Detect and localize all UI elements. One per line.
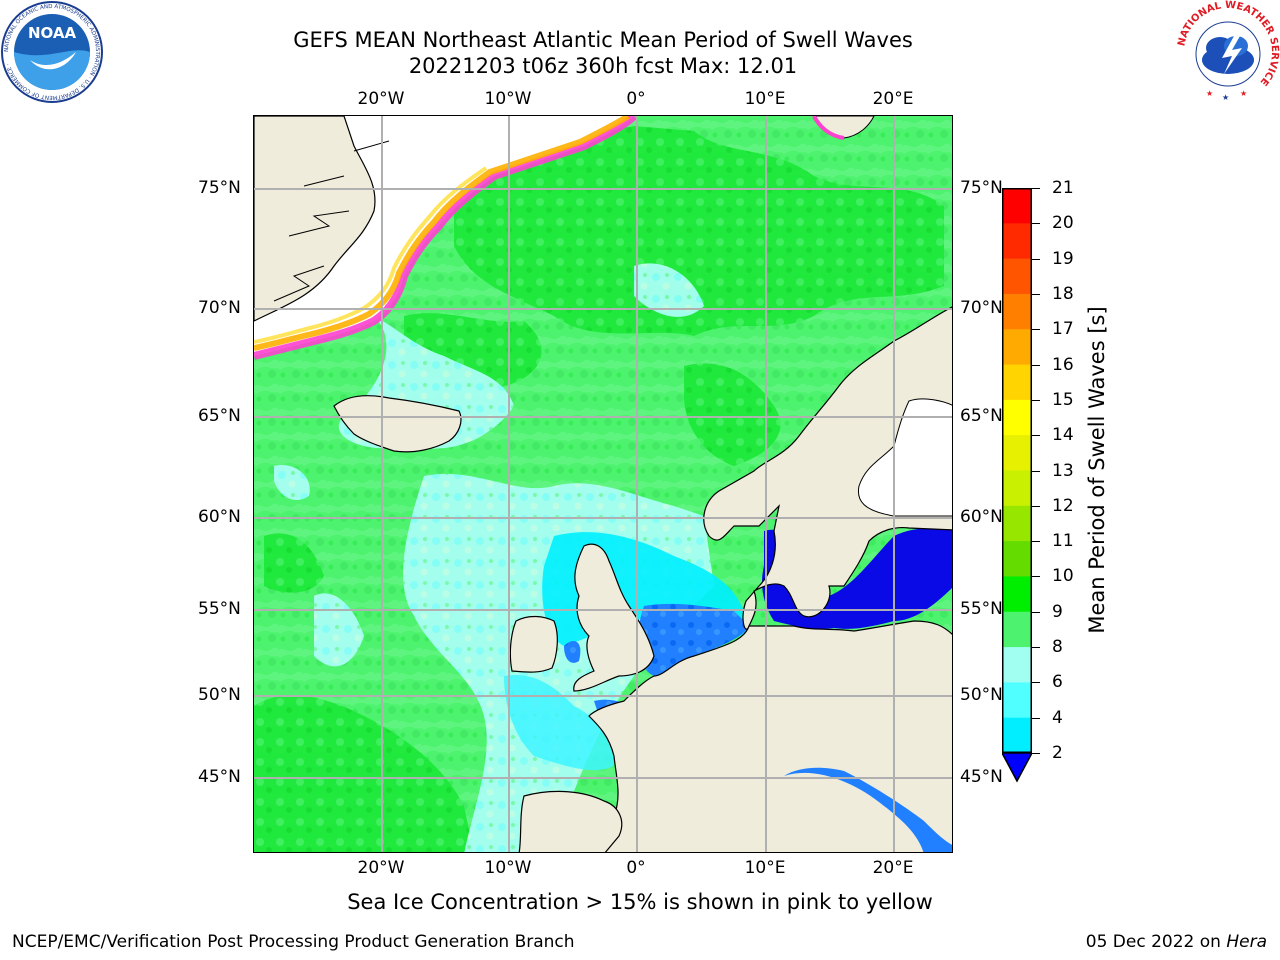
svg-text:★: ★ xyxy=(1240,89,1247,98)
colorbar-tick-label: 2 xyxy=(1052,743,1063,763)
lat-label-left: 50°N xyxy=(198,685,241,705)
lon-label-bottom: 0° xyxy=(626,858,646,878)
lon-label-top: 10°E xyxy=(744,89,786,109)
colorbar-tick-label: 20 xyxy=(1052,213,1074,234)
colorbar-cell xyxy=(1002,399,1032,436)
colorbar-tick xyxy=(1032,364,1040,366)
colorbar-tick-label: 13 xyxy=(1052,460,1074,481)
colorbar-cell xyxy=(1002,329,1032,366)
colorbar-tick xyxy=(1032,647,1040,649)
colorbar-tick xyxy=(1032,576,1040,578)
colorbar xyxy=(1002,188,1032,783)
lon-label-top: 10°W xyxy=(484,89,532,109)
colorbar-tick xyxy=(1032,188,1040,189)
colorbar-tick xyxy=(1032,505,1040,507)
colorbar-tick-label: 17 xyxy=(1052,319,1074,340)
lon-label-bottom: 20°E xyxy=(872,858,914,878)
sea-ice-note: Sea Ice Concentration > 15% is shown in … xyxy=(347,890,933,914)
lon-label-top: 20°W xyxy=(357,89,405,109)
lat-label-left: 70°N xyxy=(198,298,241,318)
colorbar-tick xyxy=(1032,258,1040,260)
svg-text:★: ★ xyxy=(1222,93,1229,102)
svg-text:NOAA: NOAA xyxy=(28,24,77,42)
colorbar-tick xyxy=(1032,541,1040,543)
colorbar-tick-label: 21 xyxy=(1052,178,1074,198)
colorbar-tick-label: 15 xyxy=(1052,389,1074,410)
colorbar-tick xyxy=(1032,611,1040,613)
colorbar-cell xyxy=(1002,611,1032,648)
colorbar-cell xyxy=(1002,505,1032,542)
chart-subtitle: 20221203 t06z 360h fcst Max: 12.01 xyxy=(408,54,798,78)
credit-text: NCEP/EMC/Verification Post Processing Pr… xyxy=(12,932,575,952)
colorbar-tick-label: 12 xyxy=(1052,495,1074,516)
lat-label-right: 70°N xyxy=(960,298,1003,318)
colorbar-cell xyxy=(1002,541,1032,577)
swell-period-map xyxy=(253,115,953,853)
colorbar-tick xyxy=(1032,682,1040,684)
colorbar-tick xyxy=(1032,329,1040,331)
lon-label-bottom: 10°E xyxy=(744,858,786,878)
colorbar-tick xyxy=(1032,717,1040,719)
colorbar-cell xyxy=(1002,223,1032,260)
date-text: 05 Dec 2022 on Hera xyxy=(1085,932,1267,952)
colorbar-tick-label: 11 xyxy=(1052,531,1074,552)
colorbar-tick-label: 18 xyxy=(1052,283,1074,304)
colorbar-cell xyxy=(1002,470,1032,507)
colorbar-tick xyxy=(1032,223,1040,225)
colorbar-cell xyxy=(1002,682,1032,719)
colorbar-cell xyxy=(1002,364,1032,401)
colorbar-tick-label: 14 xyxy=(1052,425,1074,446)
colorbar-tick xyxy=(1032,435,1040,437)
colorbar-tick xyxy=(1032,399,1040,401)
colorbar-cell xyxy=(1002,293,1032,330)
colorbar-tick xyxy=(1032,470,1040,472)
lat-label-right: 75°N xyxy=(960,178,1003,198)
lon-label-top: 20°E xyxy=(872,89,914,109)
svg-text:★: ★ xyxy=(1206,89,1213,98)
colorbar-extend-arrow xyxy=(1002,752,1032,783)
colorbar-cell xyxy=(1002,258,1032,295)
colorbar-tick-label: 19 xyxy=(1052,248,1074,269)
lon-label-bottom: 20°W xyxy=(357,858,405,878)
colorbar-cell xyxy=(1002,717,1032,754)
lat-label-right: 50°N xyxy=(960,685,1003,705)
lon-label-bottom: 10°W xyxy=(484,858,532,878)
colorbar-tick-label: 8 xyxy=(1052,637,1063,658)
lat-label-left: 65°N xyxy=(198,406,241,426)
lat-label-right: 45°N xyxy=(960,767,1003,787)
lat-label-right: 65°N xyxy=(960,406,1003,426)
lon-label-top: 0° xyxy=(626,89,646,109)
machine-name: Hera xyxy=(1226,932,1267,952)
lat-label-right: 55°N xyxy=(960,599,1003,619)
colorbar-cell xyxy=(1002,647,1032,683)
colorbar-tick-label: 16 xyxy=(1052,354,1074,375)
colorbar-tick-label: 4 xyxy=(1052,707,1063,728)
colorbar-title: Mean Period of Swell Waves [s] xyxy=(1085,306,1109,634)
noaa-logo: NATIONAL OCEANIC AND ATMOSPHERIC ADMINIS… xyxy=(1,1,103,103)
lat-label-left: 45°N xyxy=(198,767,241,787)
colorbar-cell xyxy=(1002,576,1032,613)
lat-label-left: 55°N xyxy=(198,599,241,619)
colorbar-tick-label: 9 xyxy=(1052,601,1063,622)
colorbar-tick xyxy=(1032,293,1040,295)
lat-label-right: 60°N xyxy=(960,507,1003,527)
lat-label-left: 60°N xyxy=(198,507,241,527)
nws-logo: NATIONAL WEATHER SERVICE ★ ★ ★ xyxy=(1176,0,1280,102)
colorbar-tick xyxy=(1032,753,1040,754)
lat-label-left: 75°N xyxy=(198,178,241,198)
chart-title: GEFS MEAN Northeast Atlantic Mean Period… xyxy=(293,28,913,52)
colorbar-tick-label: 10 xyxy=(1052,566,1074,587)
colorbar-cell xyxy=(1002,188,1032,224)
colorbar-cell xyxy=(1002,435,1032,471)
colorbar-tick-label: 6 xyxy=(1052,672,1063,693)
